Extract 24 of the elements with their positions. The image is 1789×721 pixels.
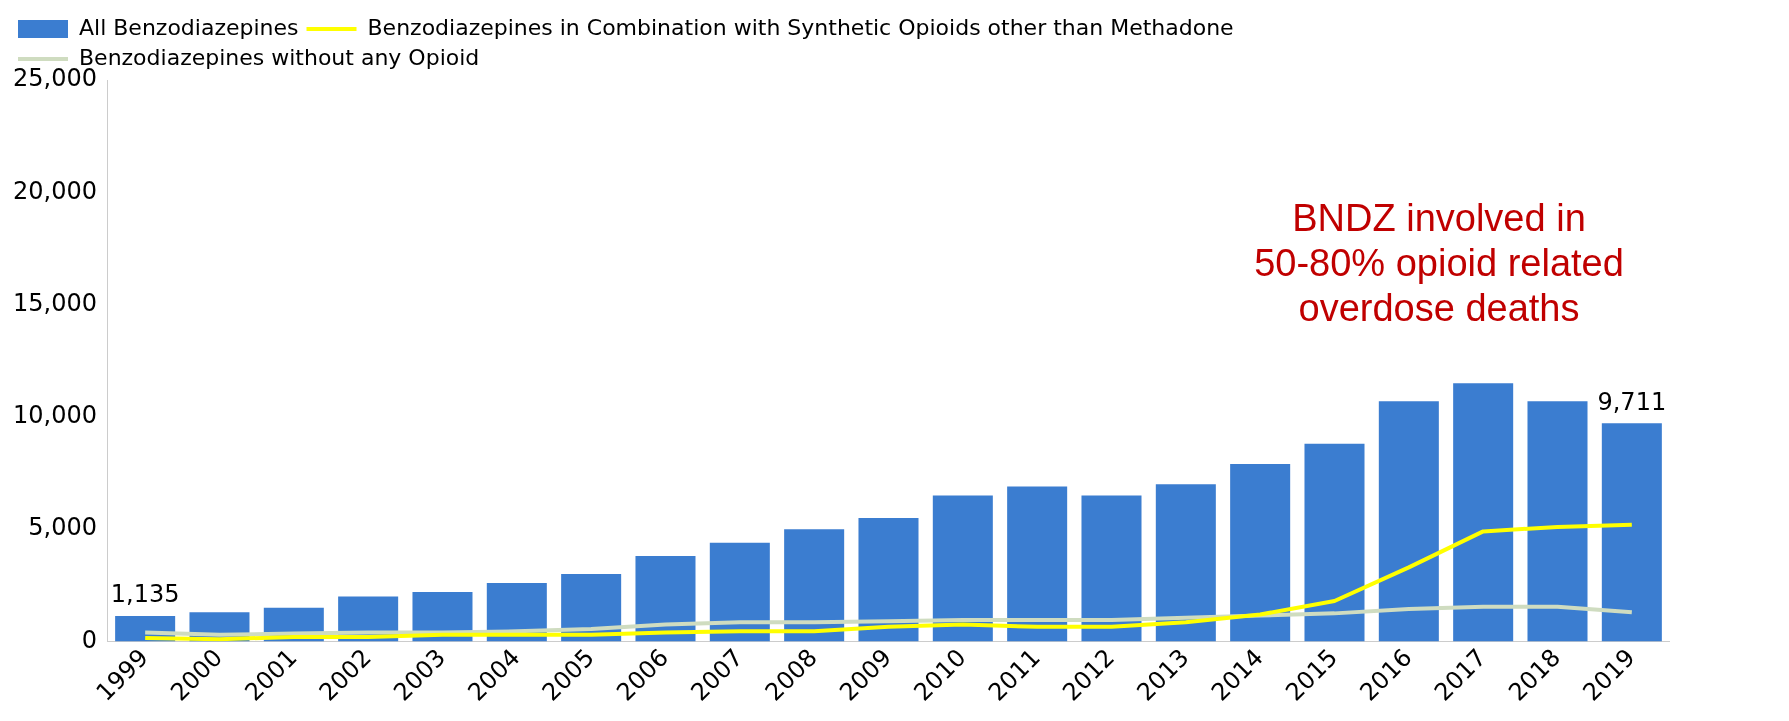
bar — [1304, 443, 1365, 642]
bar — [1230, 464, 1291, 642]
bar — [1378, 401, 1439, 642]
bar — [709, 542, 770, 642]
bar — [784, 529, 845, 642]
y-tick-label: 0 — [81, 625, 97, 654]
y-tick-label: 20,000 — [12, 176, 97, 205]
bar — [858, 517, 919, 642]
y-tick-label: 15,000 — [12, 288, 97, 317]
bar — [1453, 383, 1514, 642]
bar — [1601, 423, 1662, 642]
legend-label: Benzodiazepines in Combination with Synthetic Opioids other than Methadone — [367, 14, 1234, 40]
bar — [635, 556, 696, 642]
data-label: 1,135 — [110, 580, 180, 609]
data-label: 9,711 — [1597, 387, 1667, 416]
bar — [1007, 486, 1068, 642]
annotation: BNDZ involved in 50-80% opioid related overdose deaths — [1254, 197, 1624, 330]
bar — [1527, 401, 1588, 642]
bar — [1081, 495, 1142, 642]
y-tick-label: 10,000 — [12, 401, 97, 430]
legend-label: All Benzodiazepines — [79, 14, 299, 40]
bar — [932, 495, 993, 642]
y-tick-label: 5,000 — [28, 513, 97, 542]
bar — [1155, 484, 1216, 642]
